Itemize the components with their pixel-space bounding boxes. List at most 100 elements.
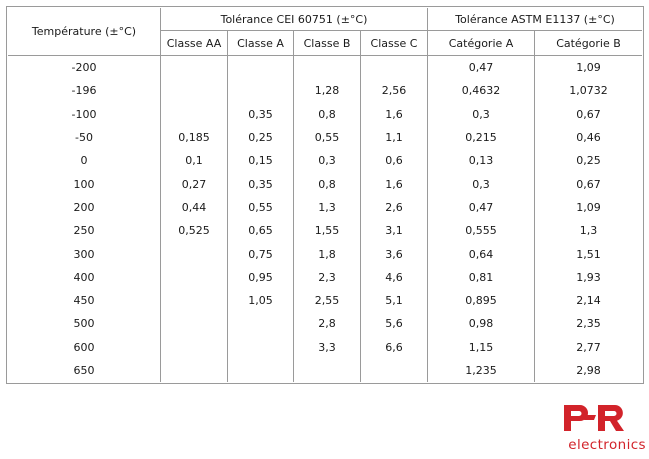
table-row: 100 0,27 0,35 0,8 1,6 0,3 0,67 <box>8 172 642 196</box>
cell-categorie-b: 1,93 <box>576 270 601 284</box>
cell-temperature: -100 <box>8 102 161 126</box>
astm-group-header: Tolérance ASTM E1137 (±°C) <box>428 8 642 31</box>
cell-classe-aa: 0,44 <box>161 195 228 220</box>
pr-logo-mark-icon <box>564 405 624 431</box>
cell-classe-c: 3,6 <box>361 242 428 266</box>
table-row: 300 0,75 1,8 3,6 0,64 1,51 <box>8 242 642 266</box>
cell-classe-c: 1,6 <box>361 172 428 196</box>
cell-categorie-b: 1,51 <box>576 247 601 261</box>
cell-classe-aa <box>161 265 228 289</box>
cell-temperature: 200 <box>8 195 161 220</box>
cell-temperature: 500 <box>8 312 161 336</box>
cell-temperature: -196 <box>8 79 161 103</box>
table-row: 500 2,8 5,6 0,98 2,35 <box>8 312 642 336</box>
cell-temperature: -50 <box>8 125 161 150</box>
cell-classe-a <box>228 56 294 80</box>
cell-classe-b: 2,3 <box>294 265 361 289</box>
cell-classe-a: 0,65 <box>228 219 294 243</box>
cell-classe-b: 0,8 <box>294 172 361 196</box>
cell-temperature: -200 <box>8 56 161 80</box>
cell-categorie-a: 1,15 <box>428 335 535 359</box>
cell-classe-a: 1,05 <box>228 288 294 313</box>
cell-classe-b: 1,8 <box>294 242 361 266</box>
table-row: 250 0,525 0,65 1,55 3,1 0,555 1,3 <box>8 219 642 243</box>
cell-classe-aa <box>161 312 228 336</box>
cell-classe-a: 0,35 <box>228 172 294 196</box>
cell-temperature: 450 <box>8 288 161 313</box>
cell-categorie-b: 2,77 <box>576 340 601 354</box>
cell-classe-aa <box>161 335 228 359</box>
cell-classe-aa <box>161 56 228 80</box>
cell-classe-c: 6,6 <box>361 335 428 359</box>
cell-categorie-b: 0,25 <box>576 154 601 168</box>
cell-classe-b: 2,55 <box>294 288 361 313</box>
cell-categorie-b: 0,67 <box>576 107 601 121</box>
cell-classe-aa: 0,27 <box>161 172 228 196</box>
cell-categorie-a: 0,47 <box>428 195 535 220</box>
table-row: 400 0,95 2,3 4,6 0,81 1,93 <box>8 265 642 289</box>
header-categorie-a: Catégorie A <box>428 31 535 56</box>
cell-classe-aa <box>161 102 228 126</box>
tolerance-table-frame: Température (±°C) Tolérance CEI 60751 (±… <box>6 6 644 385</box>
header-categorie-b: Catégorie B <box>535 31 642 56</box>
cell-classe-a: 0,95 <box>228 265 294 289</box>
cell-classe-b: 0,55 <box>294 125 361 150</box>
cell-categorie-a: 0,895 <box>428 288 535 313</box>
cell-classe-c: 4,6 <box>361 265 428 289</box>
cell-categorie-a: 0,555 <box>428 219 535 243</box>
table-row: -200 0,47 1,09 <box>8 56 642 80</box>
cell-classe-c: 2,56 <box>361 79 428 103</box>
cell-temperature: 600 <box>8 335 161 359</box>
cell-classe-b: 1,28 <box>294 79 361 103</box>
cell-classe-c: 2,6 <box>361 195 428 220</box>
cei-group-header: Tolérance CEI 60751 (±°C) <box>161 8 428 31</box>
cell-classe-aa <box>161 242 228 266</box>
cell-classe-a: 0,15 <box>228 149 294 173</box>
cell-categorie-a: 0,13 <box>428 149 535 173</box>
cell-classe-aa: 0,525 <box>161 219 228 243</box>
cell-temperature: 400 <box>8 265 161 289</box>
cell-categorie-a: 0,215 <box>428 125 535 150</box>
cell-categorie-b: 1,09 <box>576 200 601 214</box>
header-classe-b: Classe B <box>294 31 361 56</box>
cell-categorie-a: 0,4632 <box>428 79 535 103</box>
cell-temperature: 0 <box>8 149 161 173</box>
cell-categorie-b: 1,3 <box>579 224 598 238</box>
cell-categorie-a: 0,47 <box>428 56 535 80</box>
table-row: 200 0,44 0,55 1,3 2,6 0,47 1,09 <box>8 195 642 220</box>
cell-temperature: 100 <box>8 172 161 196</box>
header-classe-aa: Classe AA <box>161 31 228 56</box>
cell-categorie-a: 0,3 <box>428 172 535 196</box>
cell-classe-c: 1,6 <box>361 102 428 126</box>
cell-classe-b <box>294 358 361 383</box>
table-row: 0 0,1 0,15 0,3 0,6 0,13 0,25 <box>8 149 642 173</box>
cell-categorie-b: 1,09 <box>576 61 601 75</box>
cell-classe-aa: 0,185 <box>161 125 228 150</box>
cell-classe-c <box>361 358 428 383</box>
cell-classe-b: 1,3 <box>294 195 361 220</box>
cell-categorie-a: 0,98 <box>428 312 535 336</box>
logo-wordmark: electronics <box>568 437 646 453</box>
table-row: 450 1,05 2,55 5,1 0,895 2,14 <box>8 288 642 313</box>
table-row: -50 0,185 0,25 0,55 1,1 0,215 0,46 <box>8 125 642 150</box>
cell-classe-a <box>228 312 294 336</box>
cell-temperature: 250 <box>8 219 161 243</box>
cell-categorie-a: 1,235 <box>428 358 535 383</box>
cell-classe-a: 0,55 <box>228 195 294 220</box>
cell-categorie-b: 2,98 <box>576 364 601 377</box>
cell-categorie-b: 2,14 <box>576 294 601 308</box>
cell-classe-b: 0,8 <box>294 102 361 126</box>
cell-categorie-a: 0,81 <box>428 265 535 289</box>
cell-temperature: 650 <box>8 358 161 383</box>
cell-classe-a: 0,35 <box>228 102 294 126</box>
cell-classe-c <box>361 56 428 80</box>
cell-classe-aa <box>161 288 228 313</box>
cell-classe-c: 5,1 <box>361 288 428 313</box>
cell-classe-c: 1,1 <box>361 125 428 150</box>
cell-categorie-a: 0,64 <box>428 242 535 266</box>
table-row: 600 3,3 6,6 1,15 2,77 <box>8 335 642 359</box>
cell-classe-b: 0,3 <box>294 149 361 173</box>
cell-classe-a: 0,25 <box>228 125 294 150</box>
cell-classe-aa: 0,1 <box>161 149 228 173</box>
table-row: -196 1,28 2,56 0,4632 1,0732 <box>8 79 642 103</box>
